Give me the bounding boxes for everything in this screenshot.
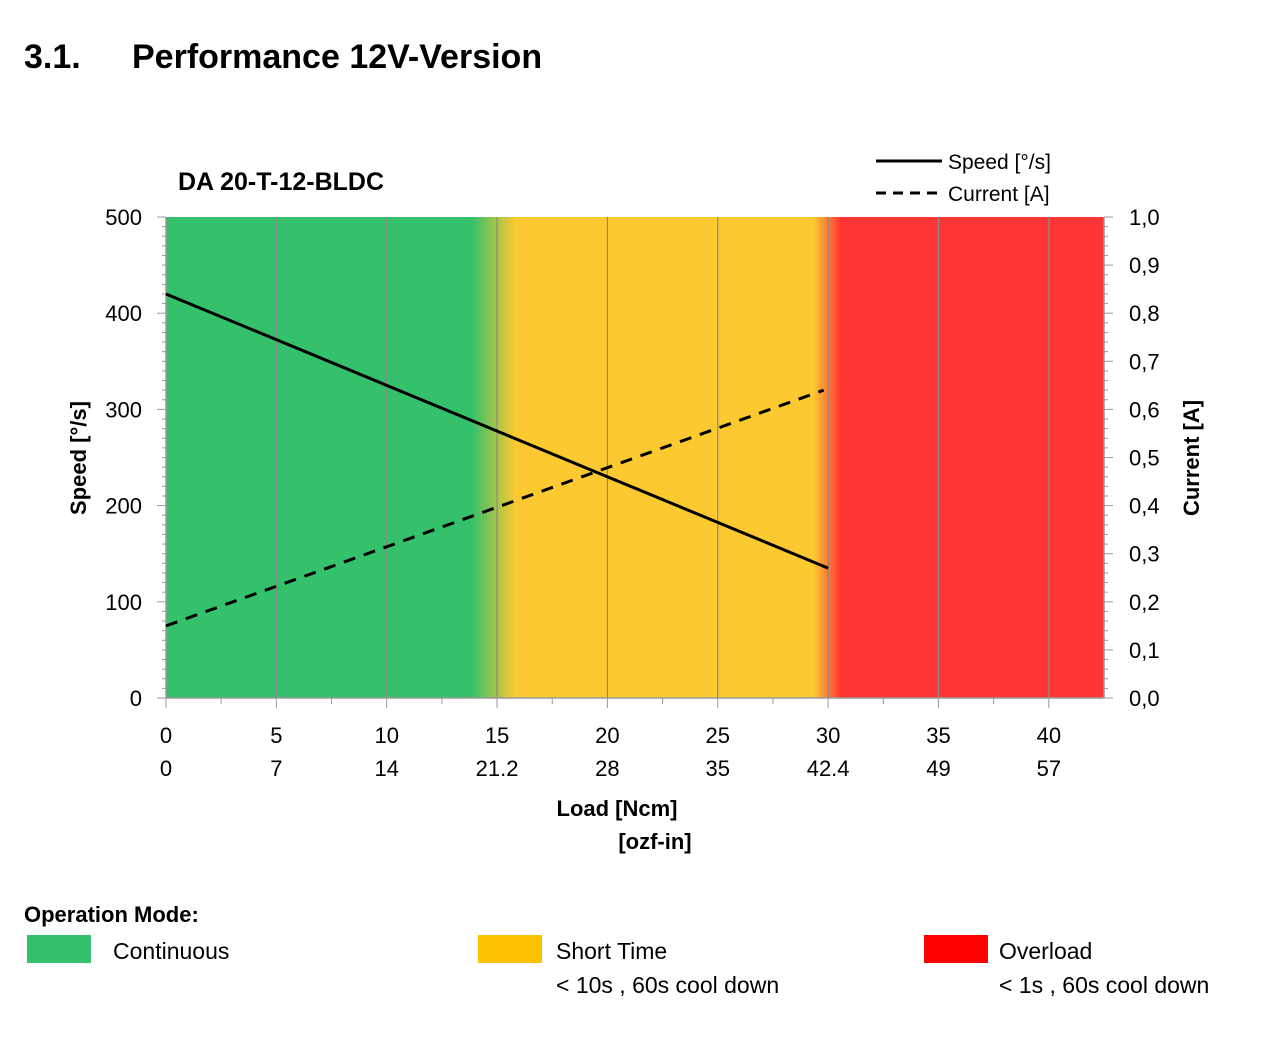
x-tick-label-secondary: 14 bbox=[374, 756, 398, 781]
x-tick-label: 30 bbox=[816, 723, 840, 748]
x-tick-label: 25 bbox=[706, 723, 730, 748]
y2-tick-label: 0,6 bbox=[1129, 397, 1160, 422]
x-tick-label-secondary: 35 bbox=[706, 756, 730, 781]
mode-label: Overload bbox=[999, 938, 1093, 964]
mode-note: < 10s , 60s cool down bbox=[556, 972, 780, 998]
chart-title: DA 20-T-12-BLDC bbox=[178, 168, 384, 196]
x-tick-label: 0 bbox=[160, 723, 172, 748]
x-tick-label: 20 bbox=[595, 723, 619, 748]
mode-swatch-continuous bbox=[27, 935, 91, 963]
x-tick-label: 15 bbox=[485, 723, 509, 748]
x-tick-label-secondary: 42.4 bbox=[807, 756, 850, 781]
y-tick-label: 100 bbox=[105, 590, 142, 615]
section-title: Performance 12V-Version bbox=[132, 38, 543, 76]
y2-tick-label: 0,3 bbox=[1129, 542, 1160, 567]
mode-overload: Overload < 1s , 60s cool down bbox=[999, 934, 1209, 1002]
x-axis-label-secondary: [ozf-in] bbox=[618, 829, 691, 854]
current-series-line bbox=[165, 388, 825, 628]
mode-continuous: Continuous bbox=[113, 934, 229, 968]
x-tick-label-secondary: 57 bbox=[1037, 756, 1061, 781]
x-tick-label: 5 bbox=[270, 723, 282, 748]
x-tick-label-secondary: 49 bbox=[926, 756, 950, 781]
x-tick-label-secondary: 28 bbox=[595, 756, 619, 781]
operation-mode-title: Operation Mode: bbox=[24, 902, 199, 927]
y-tick-label: 300 bbox=[105, 397, 142, 422]
y2-tick-label: 0,0 bbox=[1129, 686, 1160, 711]
mode-short-time: Short Time < 10s , 60s cool down bbox=[556, 934, 779, 1002]
x-tick-label: 35 bbox=[926, 723, 950, 748]
x-tick-label-secondary: 7 bbox=[270, 756, 282, 781]
y2-tick-label: 0,2 bbox=[1129, 590, 1160, 615]
x-tick-label-secondary: 0 bbox=[160, 756, 172, 781]
chart-legend: Speed [°/s] Current [A] bbox=[876, 151, 1051, 206]
plot-area-zones bbox=[166, 217, 1104, 698]
mode-note: < 1s , 60s cool down bbox=[999, 972, 1210, 998]
y2-tick-label: 0,1 bbox=[1129, 638, 1160, 663]
x-tick-label: 10 bbox=[374, 723, 398, 748]
section-number: 3.1. bbox=[24, 38, 81, 76]
y2-axis-label: Current [A] bbox=[1179, 400, 1204, 516]
y-axis-label: Speed [°/s] bbox=[66, 401, 91, 515]
y2-tick-label: 0,7 bbox=[1129, 349, 1160, 374]
legend-label-speed: Speed [°/s] bbox=[948, 151, 1051, 174]
x-tick-label: 40 bbox=[1037, 723, 1061, 748]
x-tick-label-secondary: 21.2 bbox=[476, 756, 519, 781]
speed-series-line bbox=[165, 292, 829, 570]
y-tick-label: 200 bbox=[105, 494, 142, 519]
mode-label: Continuous bbox=[113, 938, 230, 964]
x-axis-label: Load [Ncm] bbox=[557, 796, 678, 821]
y2-tick-label: 0,8 bbox=[1129, 301, 1160, 326]
mode-swatch-overload bbox=[924, 935, 988, 963]
y2-tick-label: 0,9 bbox=[1129, 253, 1160, 278]
y2-tick-label: 0,5 bbox=[1129, 446, 1160, 471]
y-tick-label: 0 bbox=[130, 686, 142, 711]
performance-chart: 01002003004005000,00,10,20,30,40,50,60,7… bbox=[66, 151, 1204, 854]
section-heading: 3.1. Performance 12V-Version bbox=[24, 38, 542, 77]
y-tick-label: 500 bbox=[105, 205, 142, 230]
legend-label-current: Current [A] bbox=[948, 183, 1050, 206]
y2-tick-label: 0,4 bbox=[1129, 494, 1160, 519]
mode-swatch-short-time bbox=[478, 935, 542, 963]
y-tick-label: 400 bbox=[105, 301, 142, 326]
mode-label: Short Time bbox=[556, 938, 668, 964]
y2-tick-label: 1,0 bbox=[1129, 205, 1160, 230]
